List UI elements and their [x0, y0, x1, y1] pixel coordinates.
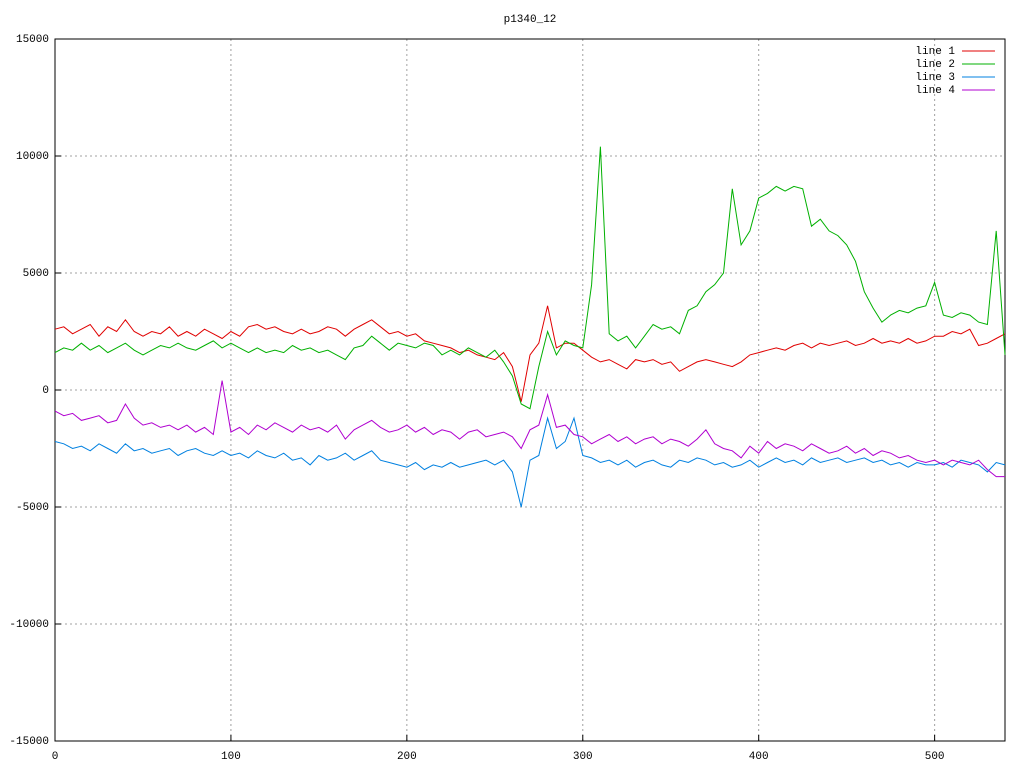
data-line: [54, 380, 1005, 478]
chart-title: p1340_12: [504, 14, 557, 26]
x-tick-label: 300: [573, 751, 593, 763]
x-tick-label: 200: [397, 751, 417, 763]
data-line: [54, 416, 1006, 508]
x-tick-label: 100: [221, 751, 241, 763]
plot-frame: [54, 38, 1006, 742]
x-tick-label: 400: [749, 751, 769, 763]
y-tick-label: -15000: [9, 736, 49, 748]
data-line: [54, 146, 1006, 410]
legend-label: line 3: [915, 72, 955, 84]
x-tick-label: 0: [52, 751, 59, 763]
x-tick-label: 500: [925, 751, 945, 763]
legend-label: line 2: [915, 59, 955, 71]
y-tick-label: 15000: [16, 34, 49, 46]
legend-label: line 4: [915, 85, 955, 97]
y-tick-label: 5000: [23, 268, 49, 280]
y-tick-label: 0: [42, 385, 49, 397]
y-tick-label: -10000: [9, 619, 49, 631]
data-line: [54, 305, 1006, 402]
y-tick-label: -5000: [16, 502, 49, 514]
y-tick-label: 10000: [16, 151, 49, 163]
legend-label: line 1: [915, 46, 955, 58]
